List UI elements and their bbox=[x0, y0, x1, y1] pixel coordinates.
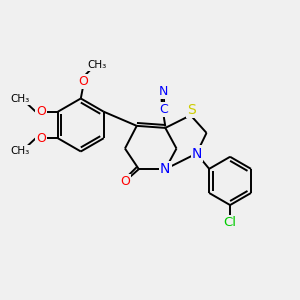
Text: N: N bbox=[192, 146, 202, 161]
Text: O: O bbox=[120, 175, 130, 188]
Text: C: C bbox=[159, 103, 168, 116]
Text: S: S bbox=[187, 103, 196, 117]
Text: CH₃: CH₃ bbox=[11, 146, 30, 156]
Text: O: O bbox=[36, 132, 46, 145]
Text: O: O bbox=[78, 75, 88, 88]
Text: N: N bbox=[160, 162, 170, 176]
Text: O: O bbox=[36, 105, 46, 118]
Text: CH₃: CH₃ bbox=[11, 94, 30, 104]
Text: CH₃: CH₃ bbox=[87, 61, 106, 70]
Text: N: N bbox=[159, 85, 168, 98]
Text: Cl: Cl bbox=[224, 216, 237, 229]
